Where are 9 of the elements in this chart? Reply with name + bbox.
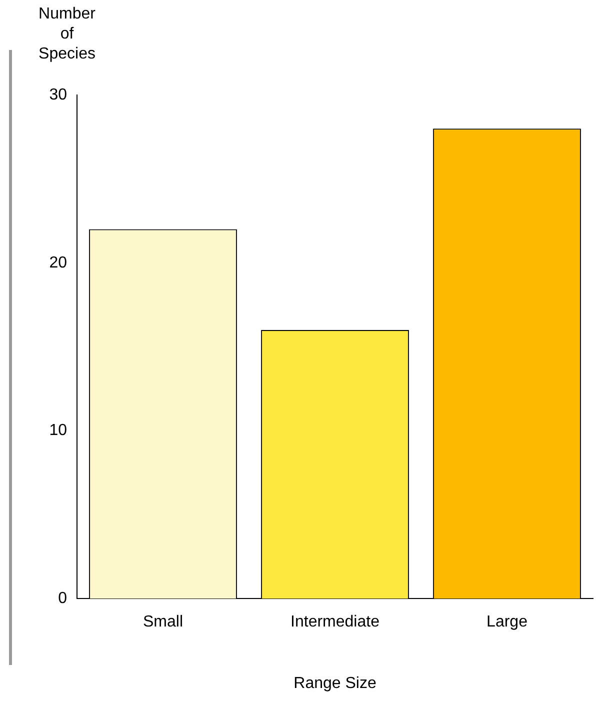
x-tick-label: Intermediate	[290, 614, 380, 631]
x-axis-title: Range Size	[294, 674, 376, 692]
y-tick-label: 0	[58, 590, 68, 608]
y-tick-label: 10	[49, 422, 68, 440]
y-axis-title: Number of Species	[38, 5, 96, 62]
x-tick-label: Small	[142, 614, 184, 631]
y-tick-label: 30	[49, 86, 68, 104]
y-tick-label: 20	[49, 254, 68, 272]
x-tick-label: Large	[486, 614, 528, 631]
